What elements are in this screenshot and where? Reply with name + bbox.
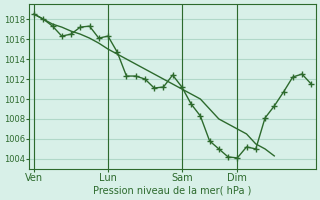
X-axis label: Pression niveau de la mer( hPa ): Pression niveau de la mer( hPa ) [93,186,252,196]
